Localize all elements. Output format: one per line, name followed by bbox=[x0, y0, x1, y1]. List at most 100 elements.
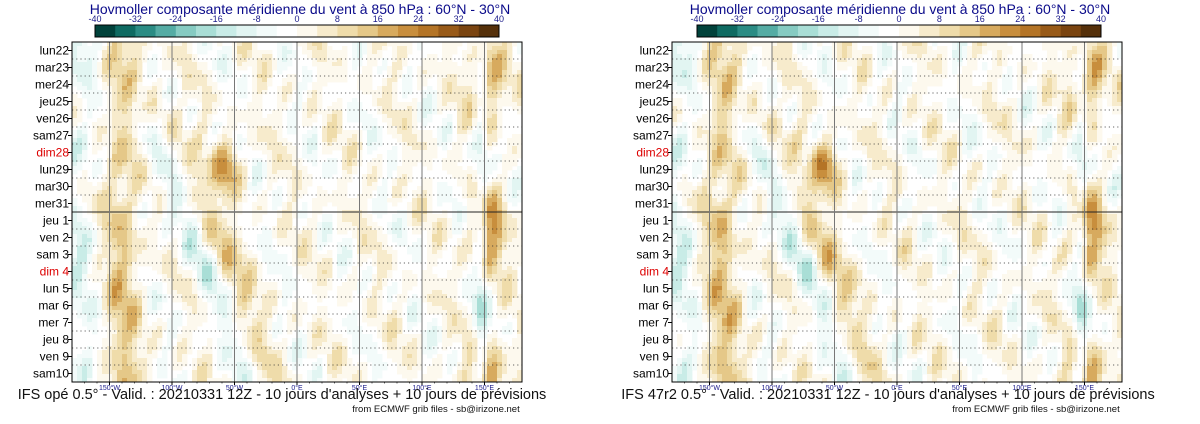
colorbar-swatch bbox=[357, 25, 379, 37]
x-tick-label: 50°W bbox=[226, 384, 244, 392]
colorbar-swatch bbox=[1060, 25, 1082, 37]
y-axis-days: lun22 mar23 mer24 jeu25 ven26 sam27 dim28 lun29… bbox=[633, 44, 672, 381]
y-tick-label: mar 6 bbox=[638, 299, 669, 313]
colorbar-tick-label: -24 bbox=[169, 14, 182, 24]
colorbar-swatch bbox=[979, 25, 1001, 37]
chart-credit: from ECMWF grib files - sb@irizone.net bbox=[352, 404, 520, 415]
colorbar-swatch bbox=[1040, 25, 1061, 37]
colorbar-swatch bbox=[798, 25, 819, 37]
colorbar-swatch bbox=[398, 25, 419, 37]
colorbar-swatch bbox=[717, 25, 738, 37]
colorbar-swatch bbox=[858, 25, 880, 37]
y-tick-label: ven 9 bbox=[40, 350, 70, 364]
colorbar-tick-label: -32 bbox=[731, 14, 744, 24]
colorbar-tick-label: -16 bbox=[812, 14, 825, 24]
colorbar-swatch bbox=[155, 25, 177, 37]
y-tick-label: mar 6 bbox=[38, 299, 69, 313]
x-tick-label: 0°E bbox=[891, 384, 903, 392]
colorbar-swatch bbox=[1000, 25, 1021, 37]
hovmoller-chart: -40 -32 -24 -16 -8 0 8 16 24 32 40 150°W 100°W 50°W 0°… bbox=[633, 14, 1123, 392]
y-tick-label: lun 5 bbox=[643, 282, 669, 296]
heatmap-cells bbox=[72, 42, 522, 382]
y-tick-label: jeu 1 bbox=[642, 214, 669, 228]
colorbar-tick-label: -8 bbox=[855, 14, 863, 24]
x-tick-label: 150°W bbox=[99, 384, 120, 392]
colorbar-tick-label: -16 bbox=[210, 14, 223, 24]
hovmoller-chart: -40 -32 -24 -16 -8 0 8 16 24 32 40 150°W 100°W 50°W 0°… bbox=[33, 14, 523, 392]
y-tick-label: dim28 bbox=[36, 146, 69, 160]
y-tick-label: sam 3 bbox=[636, 248, 669, 262]
day-gridlines bbox=[672, 58, 1122, 366]
y-tick-label: lun29 bbox=[40, 163, 70, 177]
y-tick-label: sam27 bbox=[633, 129, 669, 143]
plot-frame bbox=[71, 41, 523, 383]
x-tick-label: 50°E bbox=[352, 384, 368, 392]
x-tick-label: 150°W bbox=[699, 384, 720, 392]
colorbar-swatch bbox=[818, 25, 839, 37]
x-tick-label: 0°E bbox=[291, 384, 303, 392]
colorbar-tick-label: -24 bbox=[771, 14, 784, 24]
colorbar-swatch bbox=[777, 25, 799, 37]
colorbar-swatch bbox=[276, 25, 298, 37]
colorbar-tick-label: -40 bbox=[690, 14, 703, 24]
y-tick-label: mar30 bbox=[635, 180, 669, 194]
y-tick-label: mar30 bbox=[35, 180, 69, 194]
colorbar-swatch bbox=[377, 25, 399, 37]
y-tick-label: mer31 bbox=[635, 197, 669, 211]
y-tick-label: lun 5 bbox=[43, 282, 69, 296]
colorbar-swatch bbox=[256, 25, 278, 37]
y-tick-label: mer24 bbox=[635, 78, 669, 92]
x-tick-label: 100°W bbox=[161, 384, 182, 392]
colorbar-swatch bbox=[418, 25, 439, 37]
y-tick-label: lun29 bbox=[640, 163, 670, 177]
plot-frame bbox=[671, 41, 1123, 383]
colorbar-swatch bbox=[899, 25, 920, 37]
colorbar-swatch bbox=[939, 25, 960, 37]
chart-title: Hovmoller composante méridienne du vent … bbox=[689, 1, 1111, 17]
colorbar-swatch bbox=[135, 25, 156, 37]
colorbar-tick-label: 0 bbox=[294, 14, 299, 24]
colorbar-frame bbox=[696, 24, 1102, 38]
y-axis-days: lun22 mar23 mer24 jeu25 ven26 sam27 dim28 lun29… bbox=[33, 44, 72, 381]
colorbar-swatch bbox=[216, 25, 237, 37]
y-tick-label: jeu 8 bbox=[42, 333, 69, 347]
colorbar-swatch bbox=[175, 25, 197, 37]
y-tick-label: mer24 bbox=[35, 78, 69, 92]
colorbar-swatch bbox=[737, 25, 758, 37]
y-tick-label: ven 2 bbox=[40, 231, 70, 245]
y-tick-label: lun22 bbox=[640, 44, 670, 58]
longitude-axis: 150°W 100°W 50°W 0°E 50°E 100°E 150°E bbox=[84, 42, 510, 392]
colorbar-tick-label: 8 bbox=[937, 14, 942, 24]
x-tick-label: 100°E bbox=[1012, 384, 1031, 392]
longitude-axis: 150°W 100°W 50°W 0°E 50°E 100°E 150°E bbox=[684, 42, 1110, 392]
colorbar-swatch bbox=[236, 25, 257, 37]
y-tick-label: jeu25 bbox=[39, 95, 70, 109]
hovmoller-panel-left: Hovmoller composante méridienne du vent … bbox=[17, 1, 547, 415]
y-tick-label: ven26 bbox=[36, 112, 69, 126]
x-tick-label: 50°W bbox=[826, 384, 844, 392]
colorbar-swatch bbox=[196, 25, 217, 37]
y-tick-label: jeu 1 bbox=[42, 214, 69, 228]
colorbar-swatch bbox=[959, 25, 981, 37]
chart-footer: IFS opé 0.5° - Valid. : 20210331 12Z - 1… bbox=[17, 387, 547, 403]
colorbar: -40 -32 -24 -16 -8 0 8 16 24 32 40 bbox=[88, 14, 504, 38]
y-tick-label: sam 3 bbox=[36, 248, 69, 262]
colorbar-tick-label: 32 bbox=[454, 14, 464, 24]
y-tick-label: sam10 bbox=[633, 367, 669, 381]
y-tick-label: jeu25 bbox=[639, 95, 670, 109]
colorbar-tick-label: 40 bbox=[494, 14, 504, 24]
colorbar-tick-label: 24 bbox=[413, 14, 423, 24]
hovmoller-panel-right: Hovmoller composante méridienne du vent … bbox=[600, 0, 1200, 424]
heatmap-cells bbox=[672, 42, 1122, 382]
colorbar-tick-label: 24 bbox=[1015, 14, 1025, 24]
y-tick-label: mar23 bbox=[35, 61, 69, 75]
colorbar-tick-label: -32 bbox=[129, 14, 142, 24]
colorbar-tick-label: -40 bbox=[88, 14, 101, 24]
colorbar-swatch bbox=[317, 25, 338, 37]
y-tick-label: mer31 bbox=[35, 197, 69, 211]
colorbar-swatch bbox=[757, 25, 779, 37]
colorbar-tick-label: 40 bbox=[1096, 14, 1106, 24]
y-tick-label: ven 9 bbox=[640, 350, 670, 364]
day-gridlines bbox=[72, 58, 522, 366]
y-tick-label: jeu 8 bbox=[642, 333, 669, 347]
